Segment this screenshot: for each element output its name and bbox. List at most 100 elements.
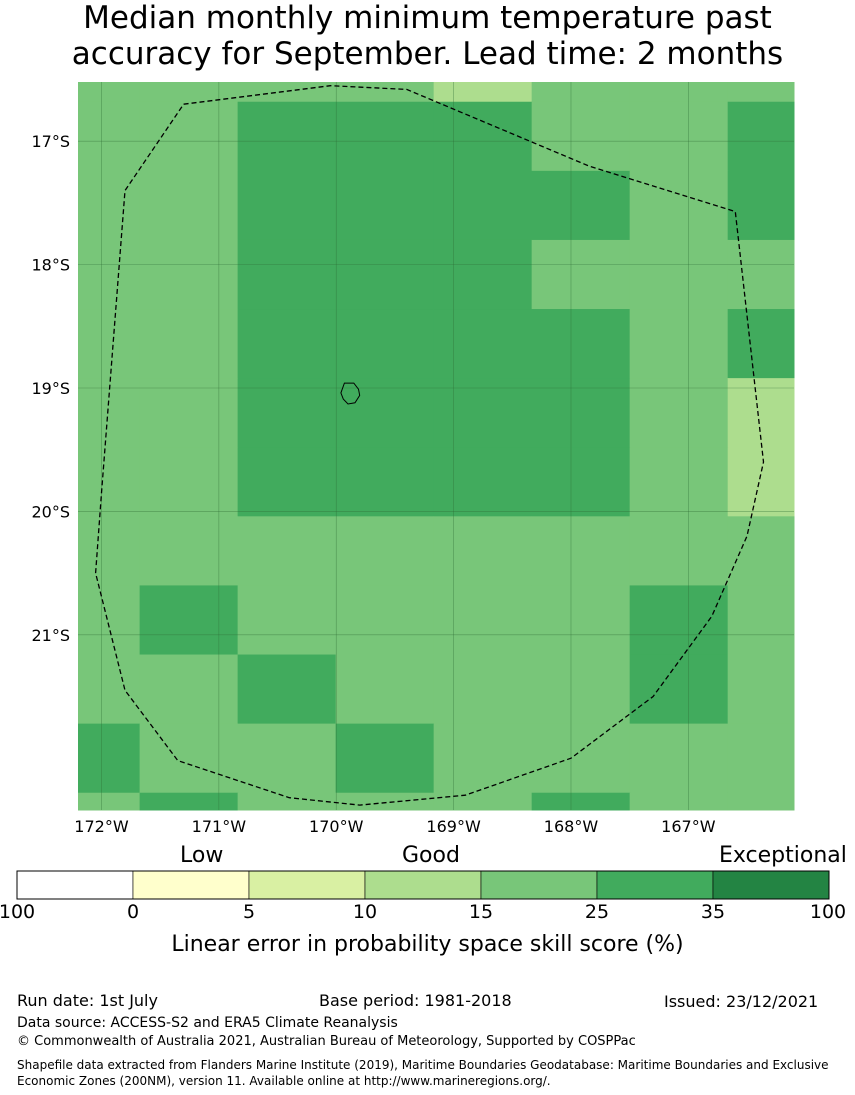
skill-cell	[78, 516, 141, 586]
skill-cell	[335, 101, 435, 172]
base-period: Base period: 1981-2018	[319, 991, 512, 1010]
map-title: Median monthly minimum temperature past …	[0, 0, 855, 72]
skill-cell	[237, 82, 337, 103]
skill-cell	[237, 516, 337, 586]
colorbar-tick-label: 100	[809, 901, 847, 923]
skill-cell	[237, 447, 337, 517]
skill-cell	[629, 723, 729, 794]
skill-cell	[629, 101, 729, 172]
skill-cell	[237, 378, 337, 448]
colorbar-label: Linear error in probability space skill …	[171, 932, 684, 957]
skill-cell	[727, 516, 795, 586]
map-ticks: 172°W 171°W 170°W 169°W 168°W 167°W 17°S 18°S 19…	[31, 132, 715, 836]
skill-cell	[335, 792, 435, 811]
skill-cell	[335, 82, 435, 103]
skill-cell	[433, 378, 533, 448]
colorbar-category-good: Good	[402, 843, 460, 868]
skill-cell	[433, 309, 533, 379]
skill-cell	[78, 101, 141, 172]
skill-cell	[78, 309, 141, 379]
skill-cell	[237, 654, 337, 725]
skill-cell	[139, 447, 239, 517]
skill-cell	[727, 101, 795, 172]
skill-cell	[629, 82, 729, 103]
skill-cell	[629, 447, 729, 517]
lon-tick-label: 168°W	[544, 817, 599, 836]
skill-cell	[531, 654, 631, 725]
skill-cell	[237, 101, 337, 172]
skill-cell	[727, 585, 795, 656]
skill-cell	[433, 585, 533, 656]
title-line-2: accuracy for September. Lead time: 2 mon…	[71, 36, 784, 72]
colorbar-tick-label: 0	[126, 901, 140, 923]
skill-cell	[433, 101, 533, 172]
skill-cell	[335, 585, 435, 656]
colorbar-tick-label: 10	[352, 901, 378, 923]
skill-cell	[335, 516, 435, 586]
skill-cell	[139, 654, 239, 725]
lat-tick-label: 17°S	[31, 132, 70, 151]
skill-cell	[727, 170, 795, 241]
colorbar-segment	[132, 870, 250, 900]
skill-cell	[139, 792, 239, 811]
skill-cell	[78, 723, 141, 794]
skill-cell	[531, 239, 631, 310]
skill-cell	[433, 447, 533, 517]
skill-cell	[335, 170, 435, 241]
skill-cell	[727, 82, 795, 103]
skill-cell	[433, 170, 533, 241]
skill-cell	[727, 447, 795, 517]
skill-cell	[78, 447, 141, 517]
skill-cell	[335, 723, 435, 794]
eez-boundary	[94, 85, 765, 806]
skill-cell	[139, 239, 239, 310]
skill-cell	[237, 723, 337, 794]
skill-cell	[531, 170, 631, 241]
skill-cell	[433, 792, 533, 811]
colorbar-segment	[364, 870, 482, 900]
skill-cell	[237, 585, 337, 656]
niue-island-outline	[340, 382, 361, 405]
skill-cell	[531, 792, 631, 811]
skill-cell	[629, 792, 729, 811]
skill-cell	[335, 654, 435, 725]
lat-tick-label: 20°S	[31, 502, 70, 521]
skill-cell	[727, 723, 795, 794]
colorbar-category-low: Low	[180, 843, 224, 868]
skill-cell	[78, 585, 141, 656]
colorbar-tick-label: 15	[468, 901, 494, 923]
skill-cell	[139, 723, 239, 794]
lon-tick-label: 169°W	[426, 817, 481, 836]
skill-cell	[139, 309, 239, 379]
skill-cell	[335, 239, 435, 310]
data-source: Data source: ACCESS-S2 and ERA5 Climate …	[17, 1015, 398, 1031]
colorbar-tick-label: 5	[242, 901, 256, 923]
skill-cell	[727, 309, 795, 379]
lat-tick-label: 19°S	[31, 379, 70, 398]
shapefile-credit-1: Shapefile data extracted from Flanders M…	[17, 1058, 829, 1072]
skill-cell	[629, 585, 729, 656]
colorbar-segment	[248, 870, 366, 900]
shapefile-credit-2: Economic Zones (200NM), version 11. Avai…	[17, 1074, 551, 1088]
graticule	[78, 82, 794, 810]
colorbar-frame	[16, 870, 830, 900]
skill-cell	[629, 239, 729, 310]
skill-cell	[139, 82, 239, 103]
skill-cell	[237, 239, 337, 310]
skill-cell	[237, 170, 337, 241]
skill-cell	[78, 654, 141, 725]
skill-cell	[531, 309, 631, 379]
boundaries	[94, 85, 765, 806]
colorbar-category-exceptional: Exceptional	[719, 843, 847, 868]
skill-cell	[237, 792, 337, 811]
skill-cell	[531, 378, 631, 448]
skill-cell	[78, 239, 141, 310]
colorbar-segment	[16, 870, 134, 900]
lat-tick-label: 21°S	[31, 626, 70, 645]
run-date: Run date: 1st July	[17, 991, 158, 1010]
copyright: © Commonwealth of Australia 2021, Austra…	[17, 1034, 636, 1049]
skill-cell	[531, 723, 631, 794]
skill-cell	[78, 82, 141, 103]
lon-tick-label: 170°W	[309, 817, 364, 836]
